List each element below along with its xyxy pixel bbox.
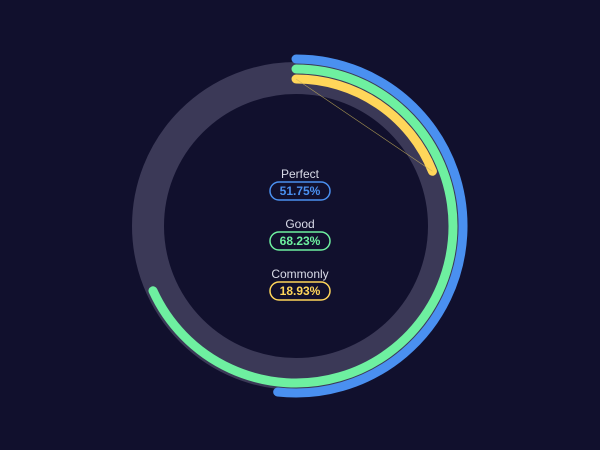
- value-badge-good: [269, 231, 331, 251]
- value-label-perfect: 51.75%: [280, 184, 321, 198]
- series-label-commonly: Commonly: [271, 267, 328, 281]
- bar-perfect: [273, 54, 468, 398]
- bar-good: [148, 64, 458, 388]
- value-label-good: 68.23%: [280, 234, 321, 248]
- series-label-good: Good: [285, 217, 314, 231]
- commonly-guide-line: [295, 78, 433, 172]
- value-badge-perfect: [269, 181, 331, 201]
- series-label-perfect: Perfect: [281, 167, 320, 181]
- bar-commonly: [291, 74, 437, 176]
- value-badge-commonly: [269, 281, 331, 301]
- value-label-commonly: 18.93%: [280, 284, 321, 298]
